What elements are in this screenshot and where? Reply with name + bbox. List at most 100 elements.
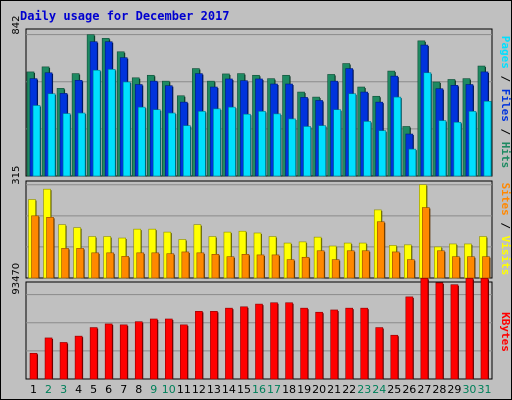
sites-bar	[76, 248, 84, 279]
sites-bar	[211, 254, 220, 279]
sites-bar	[166, 253, 175, 279]
pages-bar	[258, 111, 266, 177]
pages-bar	[168, 112, 176, 177]
day-label: 5	[90, 383, 97, 396]
kbytes-bar	[44, 337, 53, 380]
day-label: 8	[135, 383, 142, 396]
sites-bar	[226, 256, 235, 279]
pages-bar	[62, 113, 71, 177]
sites-bar	[391, 251, 400, 279]
legend-item-visits: Visits	[499, 236, 511, 276]
kbytes-bar	[180, 324, 188, 380]
pages-bar	[107, 69, 116, 177]
sites-bar	[121, 256, 130, 279]
sites-bar	[196, 252, 205, 279]
pages-bar	[393, 96, 402, 177]
day-label: 21	[327, 383, 341, 396]
day-label: 24	[372, 383, 386, 396]
pages-bar	[348, 93, 356, 177]
y-axis-max-label: 842	[11, 16, 22, 35]
y-axis-max-label: 315	[11, 166, 22, 185]
kbytes-bar	[74, 335, 83, 380]
kbytes-bar	[300, 307, 308, 380]
sites-bar	[151, 252, 160, 279]
kbytes-bar	[450, 284, 459, 380]
kbytes-bar	[465, 278, 474, 380]
kbytes-bar	[225, 307, 233, 380]
sites-bar	[181, 251, 190, 279]
day-label: 9	[150, 383, 157, 396]
sites-bar	[437, 250, 445, 279]
day-label: 4	[75, 383, 82, 396]
sites-bar	[271, 254, 280, 279]
day-label: 28	[432, 383, 446, 396]
pages-bar	[468, 111, 477, 177]
pages-bar	[137, 106, 146, 177]
legend-hits-files-pages: Pages / Files / Hits	[499, 36, 511, 169]
kbytes-panel: 93470 KBytes	[11, 263, 511, 380]
legend-item-files: Files	[499, 89, 511, 122]
kbytes-bar	[405, 296, 414, 380]
day-label: 10	[162, 383, 176, 396]
pages-bar	[408, 148, 417, 177]
sites-bar	[316, 250, 325, 279]
pages-bar	[333, 109, 341, 177]
day-label: 30	[462, 383, 476, 396]
pages-bar	[152, 109, 161, 177]
kbytes-bar	[315, 311, 323, 380]
sites-bar	[482, 256, 490, 279]
sites-bar	[422, 207, 430, 279]
y-axis-max-label: 93470	[11, 263, 22, 295]
kbytes-bar	[420, 278, 429, 380]
pages-bar	[47, 93, 56, 177]
kbytes-bar	[149, 318, 158, 380]
pages-bar	[92, 69, 101, 177]
sites-bar	[256, 254, 265, 279]
pages-bar	[288, 118, 296, 177]
kbytes-bar	[330, 309, 338, 380]
kbytes-bar	[59, 342, 68, 380]
day-label: 12	[192, 383, 206, 396]
day-label: 27	[417, 383, 431, 396]
day-label: 29	[447, 383, 461, 396]
day-label: 17	[267, 383, 281, 396]
sites-bar	[136, 252, 145, 279]
legend-item-hits: Hits	[499, 142, 511, 169]
sites-bar	[31, 215, 39, 279]
sites-bar	[286, 259, 295, 279]
sites-bar	[346, 250, 355, 279]
day-label: 18	[282, 383, 296, 396]
day-label: 23	[357, 383, 371, 396]
pages-bar	[453, 121, 462, 177]
kbytes-bar	[134, 321, 143, 380]
pages-bar	[378, 130, 387, 177]
sites-bar	[376, 221, 385, 279]
sites-bar	[61, 248, 69, 279]
sites-bar	[467, 256, 475, 279]
day-label: 16	[252, 383, 266, 396]
pages-bar	[77, 112, 86, 177]
pages-bar	[318, 125, 326, 177]
kbytes-bar	[89, 327, 98, 380]
day-label: 13	[207, 383, 221, 396]
legend-item-kbytes: KBytes	[499, 312, 511, 352]
day-label: 20	[312, 383, 326, 396]
day-label: 2	[45, 383, 52, 396]
kbytes-bar	[104, 323, 113, 380]
kbytes-bar	[435, 282, 444, 380]
sites-bar	[301, 256, 310, 279]
x-axis-day-labels: 1 2 3 4 5 6 7 8 9 10 11 12 13 14 15 16 17 18 19 20 21 22 23 24 2…	[30, 383, 491, 396]
pages-bar	[303, 126, 311, 177]
sites-bar	[91, 252, 99, 279]
legend-kbytes: KBytes	[499, 312, 511, 352]
day-label: 22	[342, 383, 356, 396]
day-label: 1	[30, 383, 37, 396]
day-label: 19	[297, 383, 311, 396]
sites-bar	[331, 259, 340, 279]
kbytes-bar	[210, 311, 218, 380]
kbytes-bar	[375, 327, 384, 380]
chart-title: Daily usage for December 2017	[20, 9, 230, 23]
sites-bar	[452, 256, 460, 279]
day-label: 3	[60, 383, 67, 396]
day-label: 11	[177, 383, 191, 396]
